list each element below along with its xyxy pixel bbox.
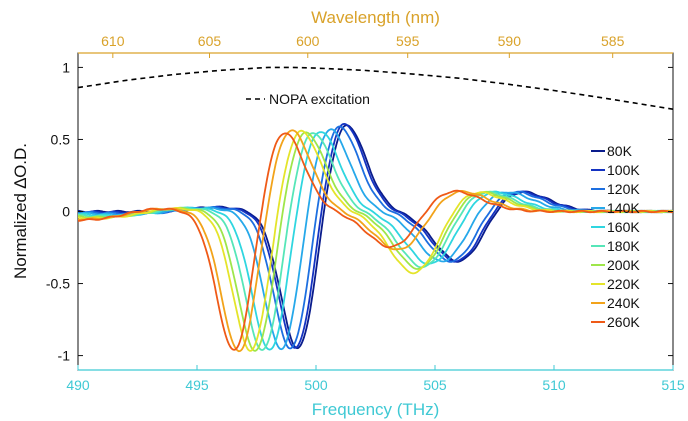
excitation-label: NOPA excitation: [269, 91, 370, 107]
legend-label: 120K: [607, 181, 640, 197]
legend: 80K 100K 120K 140K 160K 180K 200K 220K 240K 260K: [591, 143, 640, 330]
top-tick-label: 590: [498, 33, 522, 49]
y-tick-label: 0.5: [51, 131, 71, 147]
legend-label: 220K: [607, 276, 640, 292]
legend-label: 240K: [607, 295, 640, 311]
top-tick-label: 610: [101, 33, 125, 49]
legend-label: 160K: [607, 219, 640, 235]
legend-label: 260K: [607, 314, 640, 330]
x-tick-label: 500: [304, 377, 328, 393]
series-line-260K: [78, 132, 673, 351]
y-tick-label: 0: [62, 204, 70, 220]
excitation-curve: [78, 66, 673, 110]
series-layer: [78, 66, 673, 353]
x-tick-label: 510: [542, 377, 566, 393]
top-tick-label: 600: [296, 33, 320, 49]
x-tick-label: 505: [423, 377, 447, 393]
x-tick-label: 490: [66, 377, 90, 393]
series-line-220K: [78, 129, 673, 352]
legend-label: 140K: [607, 200, 640, 216]
legend-label: 80K: [607, 143, 633, 159]
x-axis-title: Frequency (THz): [312, 400, 440, 419]
top-tick-label: 595: [396, 33, 420, 49]
series-line-240K: [78, 129, 673, 353]
legend-label: 100K: [607, 162, 640, 178]
top-axis-title: Wavelength (nm): [311, 8, 440, 27]
legend-label: 180K: [607, 238, 640, 254]
series-line-180K: [78, 132, 673, 351]
legend-label: 200K: [607, 257, 640, 273]
top-tick-label: 605: [198, 33, 222, 49]
y-tick-label: 1: [62, 59, 70, 75]
series-line-160K: [78, 131, 673, 351]
y-tick-label: -0.5: [46, 276, 70, 292]
top-tick-label: 585: [601, 33, 625, 49]
series-line-200K: [78, 131, 673, 352]
series-line-120K: [78, 125, 673, 350]
y-axis-title: Normalized ∆O.D.: [11, 143, 30, 279]
ticks-layer: 490 495 500 505 510 515 610 605 600 595 590 585 1 0.5…: [46, 33, 685, 393]
x-tick-label: 515: [661, 377, 685, 393]
series-line-80K: [78, 124, 673, 350]
y-tick-label: -1: [58, 348, 71, 364]
x-tick-label: 495: [185, 377, 209, 393]
